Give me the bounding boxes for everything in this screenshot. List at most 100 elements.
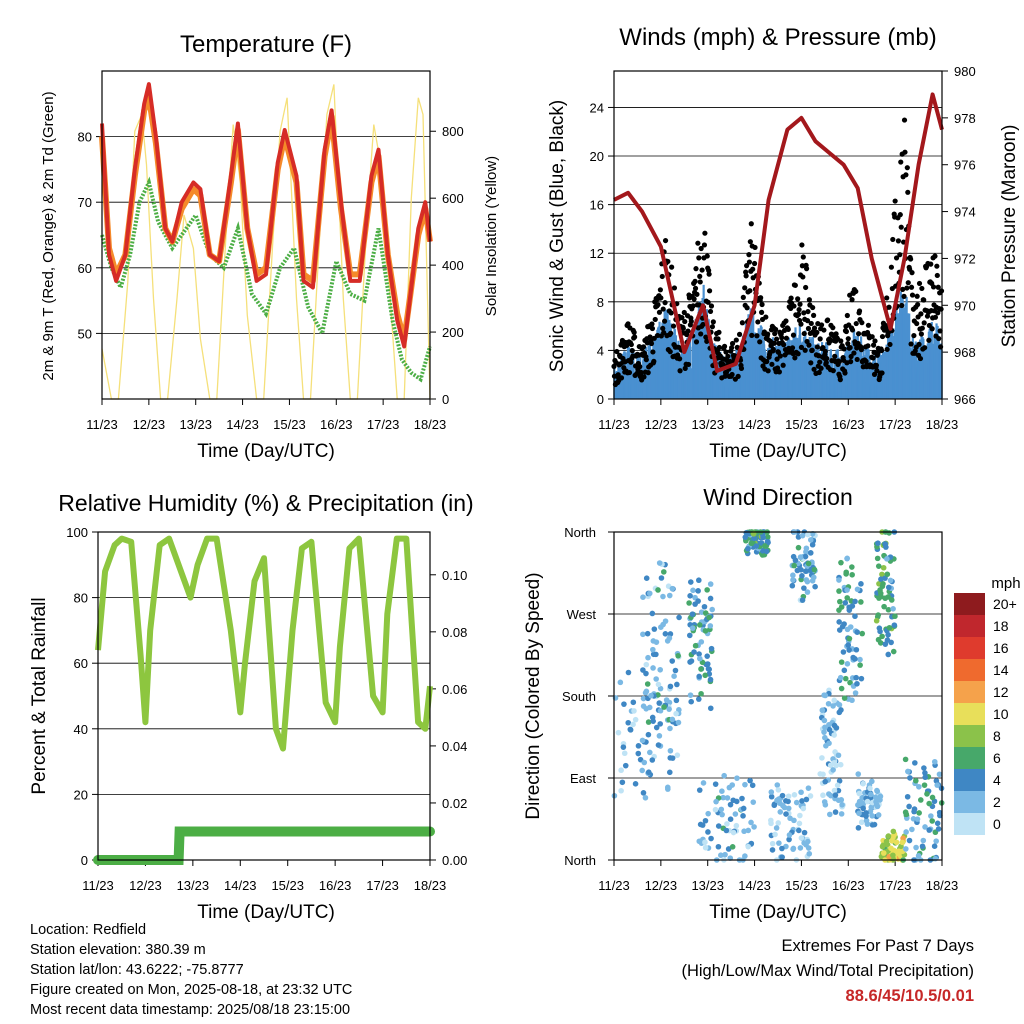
- direction-point: [648, 692, 654, 699]
- direction-point: [835, 787, 842, 794]
- direction-point: [635, 743, 642, 749]
- y2-tick-label: 0.06: [442, 682, 467, 697]
- colorbar-label: 2: [993, 794, 1001, 810]
- gust-point: [792, 282, 798, 288]
- direction-point: [916, 810, 922, 816]
- gust-point: [659, 273, 665, 280]
- gust-point: [823, 359, 829, 366]
- direction-point: [821, 717, 828, 724]
- gust-point: [680, 325, 686, 332]
- y-tick-label: 60: [78, 261, 92, 276]
- direction-point: [785, 793, 792, 800]
- gust-point: [788, 295, 794, 301]
- gust-point: [750, 266, 756, 272]
- direction-point: [741, 828, 747, 835]
- direction-point: [635, 750, 642, 757]
- direction-point: [773, 825, 780, 831]
- direction-point: [707, 595, 714, 602]
- precip-line: [93, 826, 435, 865]
- direction-point: [664, 784, 671, 791]
- direction-point: [661, 704, 667, 710]
- gust-point: [698, 331, 704, 337]
- gust-point: [682, 318, 688, 325]
- direction-point: [692, 601, 698, 607]
- direction-point: [853, 674, 859, 681]
- gust-point: [738, 365, 745, 371]
- gust-point: [801, 330, 807, 337]
- direction-point: [632, 781, 639, 787]
- direction-point: [650, 718, 656, 724]
- temperature-xlabel: Time (Day/UTC): [197, 441, 335, 462]
- direction-point: [669, 658, 676, 664]
- direction-point: [880, 850, 887, 856]
- gust-point: [818, 322, 825, 328]
- direction-point: [792, 557, 799, 564]
- direction-point: [856, 790, 863, 797]
- gust-point: [892, 198, 898, 204]
- direction-point: [929, 794, 936, 801]
- direction-point: [768, 789, 775, 795]
- gust-point: [759, 309, 765, 315]
- plot-frame: [613, 531, 943, 861]
- direction-point: [713, 798, 719, 805]
- gust-point: [847, 344, 853, 351]
- y-tick-label: 24: [590, 100, 604, 115]
- gust-point: [859, 320, 865, 326]
- direction-point: [926, 827, 933, 833]
- direction-point: [742, 781, 748, 788]
- direction-point: [674, 681, 680, 688]
- x-tick-label: 15/23: [785, 878, 818, 893]
- station-info: Location: Redfield Station elevation: 38…: [30, 920, 352, 1020]
- humidity-plot: 0 20 40 60 80 100 0.00 0.02 0.04 0.06 0.08 0.10 11/2…: [66, 525, 467, 893]
- gust-point: [688, 318, 694, 324]
- gust-point: [824, 355, 830, 362]
- direction-point: [655, 742, 662, 748]
- direction-point: [646, 704, 653, 711]
- direction-point: [890, 648, 897, 655]
- gust-point: [704, 338, 710, 344]
- direction-point: [926, 800, 932, 807]
- gust-point: [897, 252, 903, 258]
- gust-point: [725, 353, 731, 359]
- gust-point: [848, 359, 854, 365]
- direction-point: [696, 696, 702, 702]
- gust-point: [748, 221, 754, 227]
- gust-point: [708, 303, 715, 309]
- gust-point: [930, 284, 937, 290]
- direction-point: [880, 580, 886, 587]
- gust-point: [816, 369, 822, 376]
- direction-point: [673, 710, 679, 717]
- direction-point: [854, 586, 861, 593]
- direction-point: [875, 563, 882, 569]
- direction-point: [791, 817, 797, 824]
- direction-point: [798, 566, 804, 573]
- gust-point: [772, 331, 778, 337]
- direction-point: [916, 783, 922, 790]
- y2-tick-label: 600: [442, 191, 464, 206]
- direction-point: [832, 809, 839, 815]
- gust-point: [733, 337, 739, 343]
- direction-point: [811, 566, 818, 573]
- direction-point: [910, 816, 917, 822]
- direction-point: [844, 595, 851, 601]
- y-tick-label: 100: [66, 525, 88, 540]
- x-tick-label: 15/23: [271, 878, 304, 893]
- direction-point: [769, 847, 776, 853]
- direction-point: [702, 817, 709, 824]
- gust-point: [720, 361, 726, 367]
- gust-point: [854, 356, 860, 363]
- y2-tick-label: 0.04: [442, 739, 467, 754]
- direction-point: [639, 737, 646, 744]
- direction-point: [707, 705, 714, 712]
- direction-point: [781, 804, 788, 811]
- gust-point: [618, 375, 625, 381]
- x-tick-label: 13/23: [691, 417, 724, 432]
- gust-point: [921, 320, 927, 326]
- direction-point: [852, 656, 858, 662]
- gust-point: [662, 318, 668, 324]
- gust-point: [878, 347, 885, 354]
- gust-point: [905, 189, 911, 195]
- gust-point: [914, 320, 920, 327]
- direction-point: [690, 587, 696, 594]
- direction-point: [774, 782, 781, 788]
